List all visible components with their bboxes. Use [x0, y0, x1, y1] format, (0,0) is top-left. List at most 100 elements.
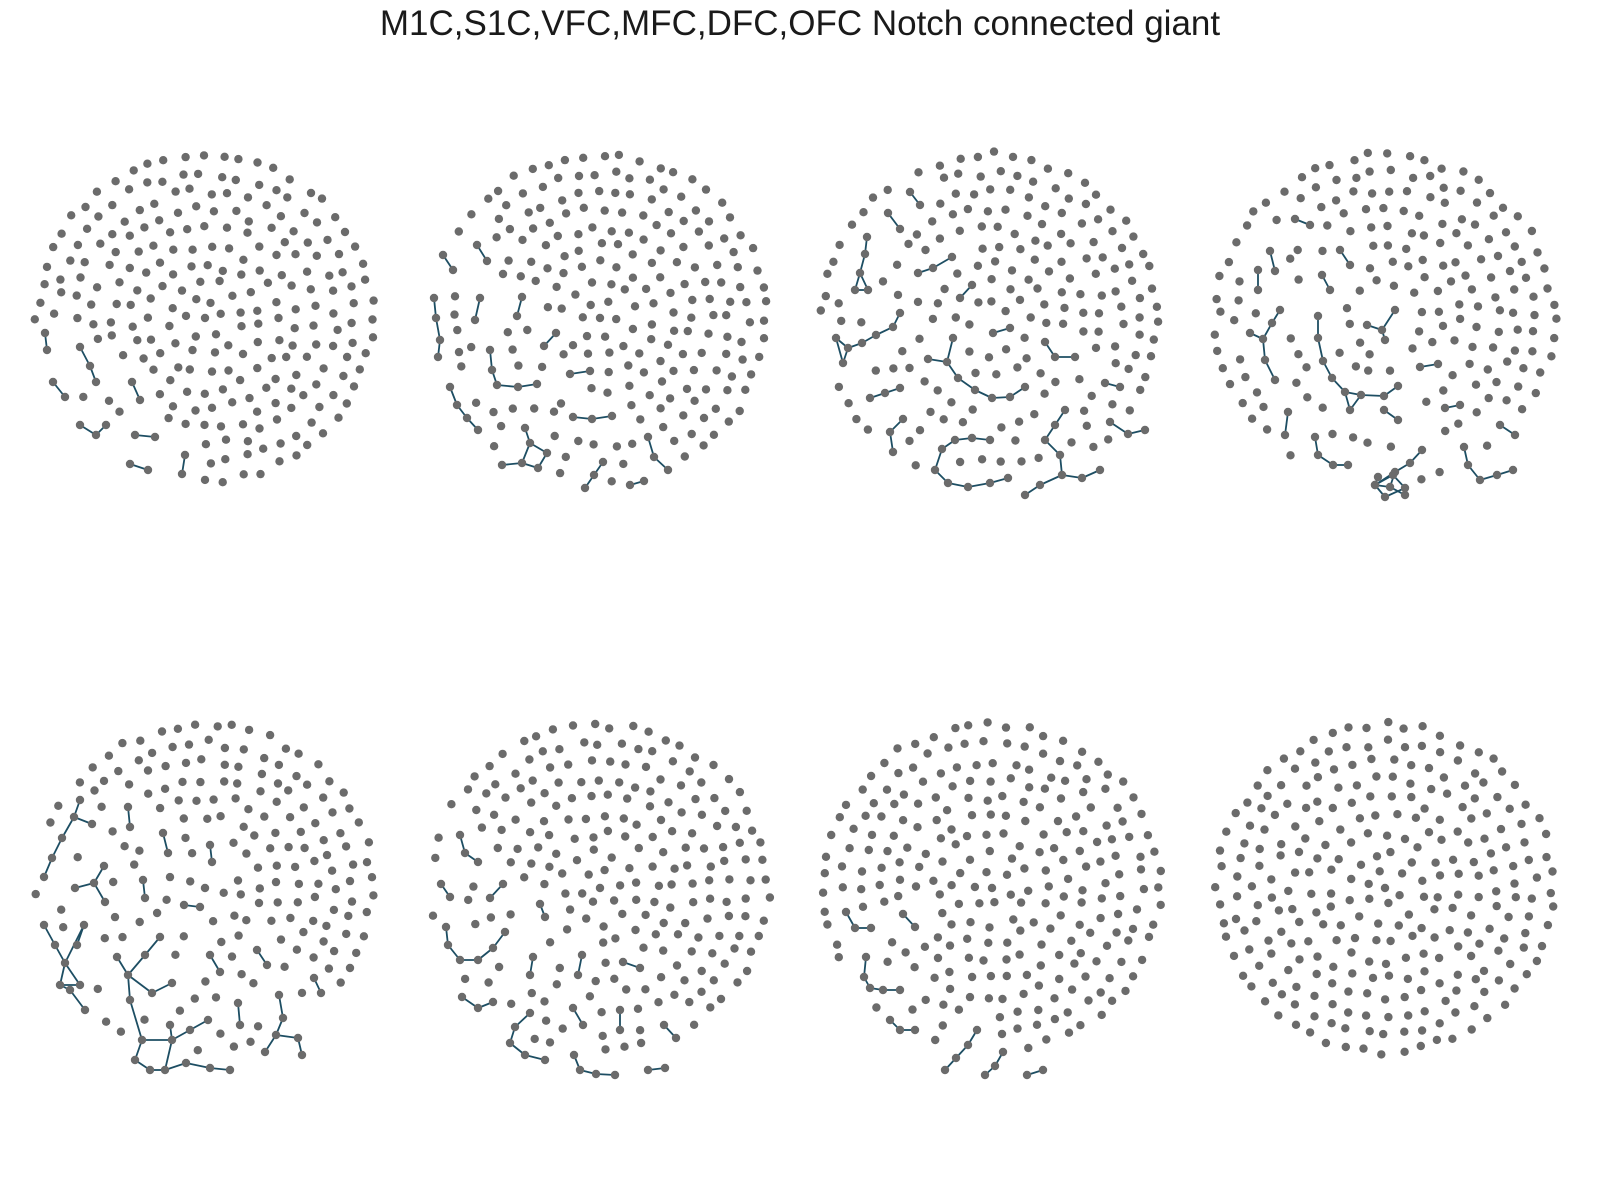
isolated-node — [553, 231, 562, 241]
isolated-node — [650, 897, 659, 907]
isolated-node — [271, 398, 280, 408]
isolated-node — [1350, 933, 1360, 943]
connected-node — [1433, 359, 1443, 369]
isolated-node — [1006, 890, 1015, 899]
isolated-node — [1070, 959, 1079, 968]
isolated-node — [110, 912, 120, 922]
isolated-node — [179, 932, 188, 941]
isolated-node — [624, 361, 633, 370]
isolated-node — [1318, 403, 1327, 412]
isolated-node — [1328, 429, 1337, 439]
isolated-node — [704, 329, 713, 338]
isolated-node — [1221, 932, 1231, 941]
connected-node — [1305, 220, 1315, 230]
isolated-node — [617, 208, 627, 217]
isolated-node — [220, 152, 229, 161]
connected-node — [988, 328, 998, 338]
isolated-node — [493, 186, 503, 196]
connected-node — [880, 388, 890, 398]
isolated-node — [1381, 959, 1391, 969]
isolated-node — [982, 868, 991, 877]
connected-node — [101, 420, 111, 430]
isolated-node — [1435, 731, 1445, 740]
connected-node — [1390, 305, 1400, 315]
connected-component — [940, 1025, 982, 1075]
connected-node — [1455, 400, 1465, 410]
isolated-node — [1521, 800, 1530, 809]
edge — [835, 337, 844, 364]
isolated-node — [221, 435, 231, 444]
connected-node — [433, 352, 443, 362]
isolated-node — [1460, 781, 1470, 790]
isolated-node — [741, 385, 750, 394]
isolated-node — [883, 957, 892, 966]
isolated-node — [312, 251, 321, 260]
connected-node — [950, 435, 960, 445]
isolated-node — [181, 758, 191, 768]
isolated-node — [659, 422, 668, 432]
isolated-node — [294, 749, 303, 758]
isolated-node — [1291, 1020, 1301, 1029]
isolated-node — [255, 266, 264, 275]
connected-node — [513, 382, 523, 392]
connected-node — [180, 450, 190, 460]
isolated-node — [222, 189, 232, 198]
isolated-node — [995, 242, 1004, 252]
isolated-node — [1006, 285, 1015, 294]
isolated-node — [1420, 273, 1429, 282]
isolated-node — [1355, 286, 1365, 295]
isolated-node — [1038, 731, 1048, 741]
isolated-node — [583, 349, 593, 358]
isolated-node — [1106, 205, 1115, 214]
connected-component — [659, 1020, 681, 1043]
isolated-node — [1364, 879, 1373, 889]
isolated-node — [155, 258, 165, 267]
isolated-node — [1311, 164, 1320, 173]
isolated-node — [196, 777, 205, 787]
isolated-node — [216, 309, 225, 318]
isolated-node — [1386, 936, 1395, 946]
isolated-node — [1212, 294, 1221, 304]
connected-node — [1313, 450, 1323, 460]
connected-component — [497, 423, 552, 473]
isolated-node — [232, 206, 241, 216]
isolated-node — [990, 257, 1000, 266]
isolated-node — [1468, 342, 1477, 352]
isolated-node — [1524, 855, 1534, 865]
isolated-node — [218, 173, 227, 182]
connected-node — [1385, 482, 1395, 492]
isolated-node — [471, 398, 481, 407]
isolated-node — [1323, 221, 1332, 230]
connected-node — [155, 932, 165, 942]
isolated-node — [955, 457, 965, 467]
isolated-node — [1505, 804, 1514, 813]
isolated-node — [680, 976, 689, 985]
isolated-node — [877, 812, 886, 821]
isolated-node — [450, 310, 459, 319]
isolated-node — [314, 760, 323, 769]
isolated-node — [1024, 193, 1034, 202]
isolated-node — [244, 217, 253, 226]
isolated-node — [1230, 316, 1239, 325]
isolated-node — [966, 918, 975, 927]
isolated-node — [567, 794, 577, 803]
connected-component — [885, 1015, 920, 1035]
isolated-node — [511, 769, 520, 778]
isolated-node — [656, 815, 666, 825]
isolated-node — [1365, 1027, 1374, 1036]
isolated-node — [1077, 219, 1087, 228]
isolated-node — [498, 749, 507, 759]
connected-node — [1356, 390, 1366, 400]
isolated-node — [1428, 337, 1437, 347]
isolated-node — [1012, 761, 1021, 770]
isolated-node — [516, 272, 525, 281]
isolated-node — [904, 239, 913, 249]
connected-node — [473, 955, 483, 965]
isolated-node — [634, 744, 643, 754]
isolated-node — [866, 771, 876, 781]
isolated-node — [1097, 894, 1107, 903]
isolated-node — [297, 988, 307, 998]
isolated-node — [1046, 924, 1055, 933]
connected-node — [970, 385, 980, 395]
isolated-node — [621, 832, 630, 841]
